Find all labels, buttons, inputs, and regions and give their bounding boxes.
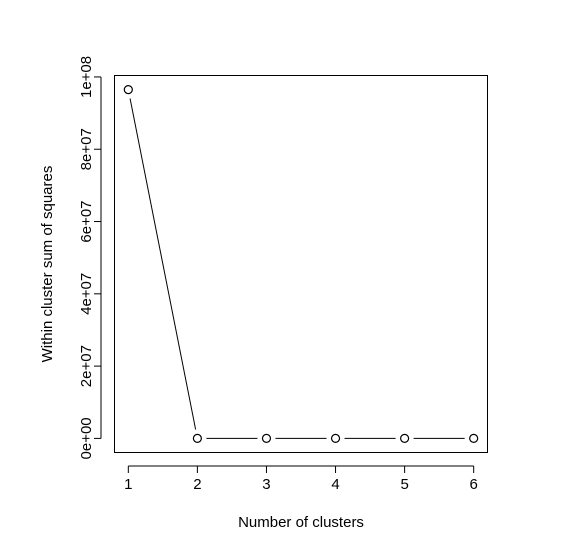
x-tick-label: 2 [193, 476, 201, 493]
x-axis-label: Number of clusters [238, 514, 364, 531]
series-layer [123, 84, 479, 444]
y-tick-label: 8e+07 [78, 128, 95, 170]
y-tick-label: 6e+07 [78, 200, 95, 242]
data-point [123, 84, 133, 95]
data-point [192, 433, 202, 444]
y-tick-label: 2e+07 [78, 345, 95, 387]
data-point [400, 433, 410, 444]
x-tick-label: 4 [331, 476, 339, 493]
series-line-segment [129, 98, 197, 430]
x-tick-label: 1 [124, 476, 132, 493]
plot-frame [114, 75, 488, 453]
data-point [469, 433, 479, 444]
data-point [261, 433, 272, 444]
y-axis: 0e+00 2e+07 4e+07 6e+07 8e+07 1e+08 [78, 56, 102, 459]
data-point [330, 433, 341, 444]
x-tick-label: 6 [470, 476, 478, 493]
x-tick-label: 3 [262, 476, 270, 493]
x-tick-label: 5 [400, 476, 408, 493]
x-axis: 1 2 3 4 5 6 [124, 465, 478, 493]
y-tick-label: 4e+07 [78, 273, 95, 315]
y-tick-label: 1e+08 [78, 56, 95, 98]
y-axis-label: Within cluster sum of squares [39, 166, 56, 363]
y-tick-label: 0e+00 [78, 417, 95, 459]
